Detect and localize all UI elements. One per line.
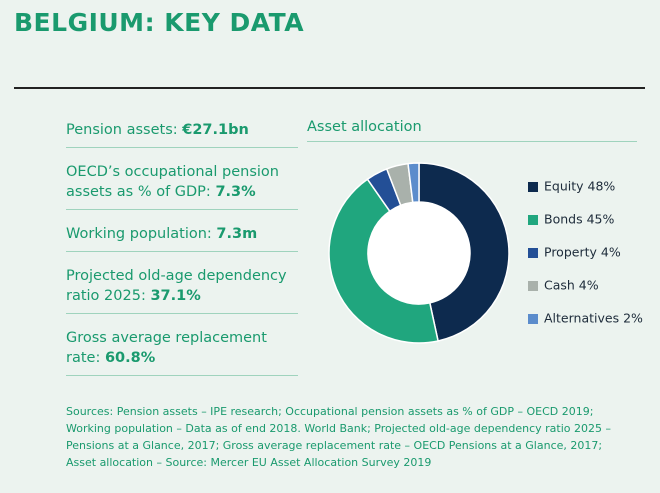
stat-label: Gross average replacement rate: [66,330,267,366]
stat-value: €27.1bn [182,122,249,138]
stat: OECD’s occupational pension assets as % … [66,160,298,210]
stat-label: Working population: [66,226,212,242]
stat-label: OECD’s occupational pension assets as % … [66,164,279,200]
chart-title: Asset allocation [307,119,422,135]
stat-label: Pension assets: [66,122,178,138]
legend-label: Cash 4% [544,278,599,293]
divider [14,87,645,89]
donut-hole [368,202,470,304]
stat-label: Projected old-age dependency ratio 2025: [66,268,287,304]
page-title: BELGIUM: KEY DATA [14,8,305,37]
stat-value: 37.1% [150,288,201,304]
divider [307,141,637,142]
legend-label: Equity 48% [544,179,615,194]
stat: Working population: 7.3m [66,222,298,252]
stat: Gross average replacement rate: 60.8% [66,326,298,376]
legend-swatch [528,215,538,225]
stat-value: 7.3% [215,184,256,200]
legend-swatch [528,248,538,258]
stat-value: 60.8% [104,350,156,366]
legend-label: Alternatives 2% [544,311,643,326]
legend-swatch [528,182,538,192]
legend-label: Bonds 45% [544,212,614,227]
legend-label: Property 4% [544,245,621,260]
sources: Sources: Pension assets – IPE research; … [66,405,611,469]
stat: Pension assets: €27.1bn [66,118,298,148]
key-stats: Pension assets: €27.1bn OECD’s occupation… [66,118,298,388]
legend-swatch [528,281,538,291]
legend-swatch [528,314,538,324]
stat: Projected old-age dependency ratio 2025:… [66,264,298,314]
stat-value: 7.3m [216,226,258,242]
